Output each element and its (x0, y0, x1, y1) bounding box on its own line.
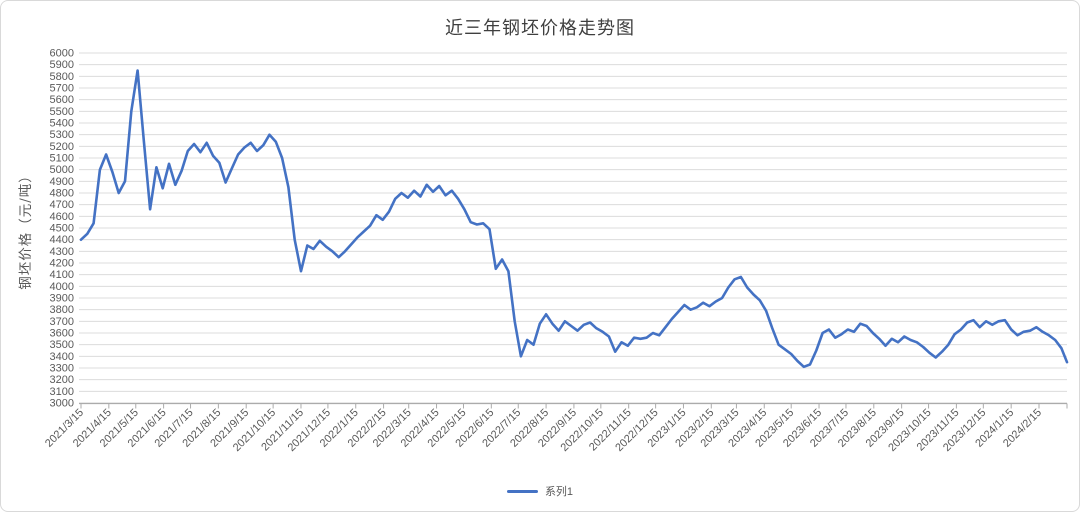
y-tick-label: 3100 (50, 386, 74, 398)
y-tick-label: 3600 (50, 328, 74, 340)
y-tick-label: 3400 (50, 351, 74, 363)
y-tick-label: 3500 (50, 339, 74, 351)
y-tick-label: 6000 (50, 48, 74, 60)
y-tick-label: 4700 (50, 199, 74, 211)
y-tick-label: 4500 (50, 223, 74, 235)
y-tick-label: 5400 (50, 118, 74, 130)
y-tick-label: 4000 (50, 281, 74, 293)
price-series-line (79, 69, 1069, 369)
series1-line-swatch (506, 489, 538, 493)
y-tick-label: 4400 (50, 234, 74, 246)
y-tick-label: 4800 (50, 188, 74, 200)
y-tick-label: 4300 (50, 246, 74, 258)
y-tick-label: 5100 (50, 153, 74, 165)
y-tick-label: 4100 (50, 269, 74, 281)
y-tick-label: 5700 (50, 83, 74, 95)
y-tick-label: 5900 (50, 59, 74, 71)
y-tick-label: 3800 (50, 304, 74, 316)
y-tick-label: 4600 (50, 211, 74, 223)
y-tick-label: 4900 (50, 176, 74, 188)
y-tick-label: 5200 (50, 141, 74, 153)
y-tick-label: 5500 (50, 106, 74, 118)
y-tick-label: 3700 (50, 316, 74, 328)
y-tick-label: 5600 (50, 94, 74, 106)
y-tick-label: 5300 (50, 129, 74, 141)
y-tick-label: 3000 (50, 398, 74, 410)
series1-label: 系列1 (544, 486, 574, 498)
y-tick-label: 5000 (50, 164, 74, 176)
y-axis-title: 钢坯价格（元/吨） (18, 168, 34, 290)
y-tick-label: 3900 (50, 293, 74, 305)
y-tick-label: 5800 (50, 71, 74, 83)
chart-title: 近三年钢坯价格走势图 (445, 18, 635, 39)
y-tick-label: 3300 (50, 363, 74, 375)
legend: 系列1 (1, 484, 1079, 498)
y-tick-label: 3200 (50, 374, 74, 386)
y-tick-label: 4200 (50, 258, 74, 270)
